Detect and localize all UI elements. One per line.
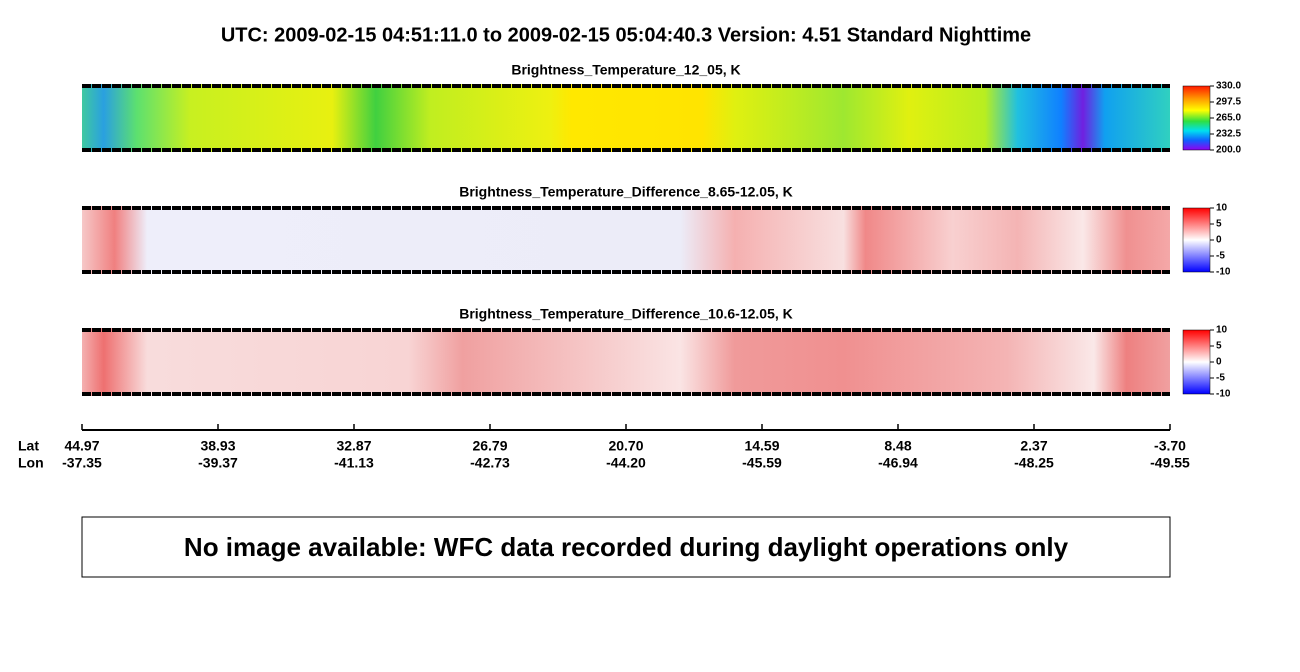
lat-tick-label: 8.48: [884, 438, 911, 454]
colorbar-label: -10: [1216, 389, 1231, 400]
lon-tick-label: -39.37: [198, 455, 238, 471]
lat-tick-label: 44.97: [64, 438, 99, 454]
image-strip: [82, 206, 1170, 274]
lon-tick-label: -44.20: [606, 455, 646, 471]
colorbar-label: 0: [1216, 235, 1222, 246]
lat-tick-label: 32.87: [336, 438, 371, 454]
message-box: [81, 516, 1171, 578]
lon-label: Lon: [18, 455, 44, 471]
colorbar-label: -5: [1216, 251, 1225, 262]
colorbar-label: 200.0: [1216, 145, 1241, 156]
lat-tick-label: 20.70: [608, 438, 643, 454]
panels: Brightness_Temperature_12_05, K 330.0 297.…: [82, 62, 1241, 400]
message: No image available: WFC data recorded du…: [184, 532, 1069, 562]
lat-tick-label: 26.79: [472, 438, 507, 454]
colorbar-label: -10: [1216, 267, 1231, 278]
colorbar-label: -5: [1216, 373, 1225, 384]
colorbar-label: 297.5: [1216, 97, 1241, 108]
colorbar: [1182, 85, 1211, 151]
panel-title: Brightness_Temperature_Difference_10.6-1…: [459, 306, 793, 322]
colorbar-label: 5: [1216, 219, 1222, 230]
colorbar-label: 10: [1216, 325, 1228, 336]
lat-tick-label: 38.93: [200, 438, 235, 454]
colorbar-label: 5: [1216, 341, 1222, 352]
panel-title: Brightness_Temperature_Difference_8.65-1…: [459, 184, 793, 200]
lon-tick-label: -45.59: [742, 455, 782, 471]
colorbar-label: 265.0: [1216, 113, 1241, 124]
colorbar-label: 232.5: [1216, 129, 1241, 140]
colorbar-label: 10: [1216, 203, 1228, 214]
lat-tick-label: 14.59: [744, 438, 779, 454]
lon-tick-label: -41.13: [334, 455, 374, 471]
lat-label: Lat: [18, 438, 39, 454]
lon-tick-label: -37.35: [62, 455, 102, 471]
lon-tick-label: -48.25: [1014, 455, 1054, 471]
axis-labels: 44.97-37.3538.93-39.3732.87-41.1326.79-4…: [62, 424, 1190, 471]
lat-tick-label: -3.70: [1154, 438, 1186, 454]
lon-tick-label: -46.94: [878, 455, 918, 471]
colorbar: [1182, 329, 1211, 395]
panel-title: Brightness_Temperature_12_05, K: [511, 62, 740, 78]
page-title: UTC: 2009-02-15 04:51:11.0 to 2009-02-15…: [221, 24, 1031, 46]
lon-tick-label: -49.55: [1150, 455, 1190, 471]
lat-tick-label: 2.37: [1020, 438, 1047, 454]
lon-tick-label: -42.73: [470, 455, 510, 471]
colorbar: [1182, 207, 1211, 273]
colorbar-label: 330.0: [1216, 81, 1241, 92]
image-strip: [82, 84, 1170, 152]
image-strip: [82, 328, 1170, 396]
colorbar-label: 0: [1216, 357, 1222, 368]
